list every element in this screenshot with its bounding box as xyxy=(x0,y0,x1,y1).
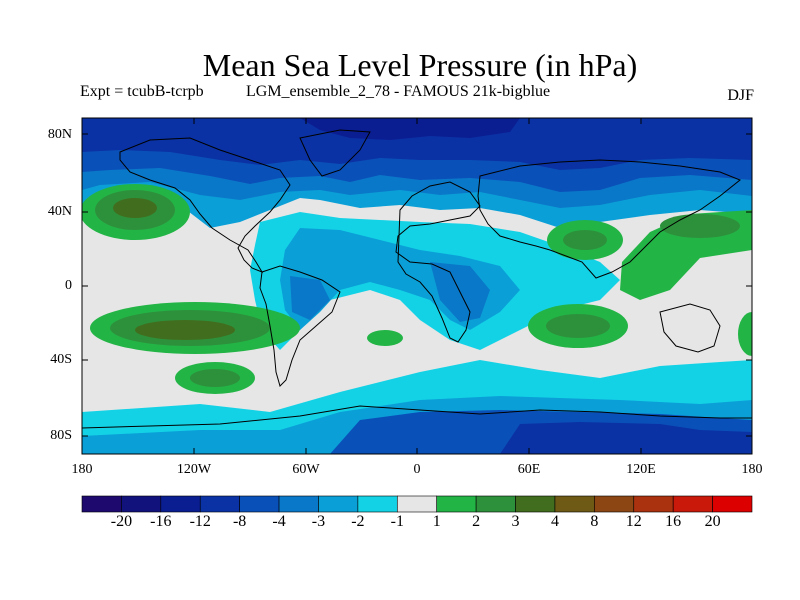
wpacific-high-core xyxy=(660,214,740,238)
arctic-low-core xyxy=(300,118,520,140)
colorbar-label: 8 xyxy=(590,513,599,530)
lon-tick-label: 60W xyxy=(292,462,320,477)
lat-tick-label: 40N xyxy=(47,204,72,219)
colorbar xyxy=(81,495,753,513)
colorbar-label: -4 xyxy=(272,513,286,530)
colorbar-swatch xyxy=(633,495,674,513)
asia-high-2 xyxy=(563,230,607,250)
lat-tick-label: 0 xyxy=(65,278,72,293)
colorbar-label: -8 xyxy=(232,513,247,530)
colorbar-swatch xyxy=(199,495,240,513)
south-america-coast xyxy=(259,265,341,387)
coastlines xyxy=(82,129,752,429)
colorbar-swatch xyxy=(239,495,280,513)
colorbar-swatch xyxy=(594,495,635,513)
colorbar-swatch xyxy=(475,495,516,513)
colorbar-label: -12 xyxy=(189,513,211,530)
antarctic-low-core xyxy=(500,422,752,454)
colorbar-label: 20 xyxy=(704,513,721,530)
lon-tick-label: 180 xyxy=(741,462,763,477)
europe-africa-coast xyxy=(395,181,481,343)
colorbar-swatch xyxy=(554,495,595,513)
asia-coast xyxy=(477,159,741,279)
ensemble-label: LGM_ensemble_2_78 - FAMOUS 21k-bigblue xyxy=(246,83,551,100)
australia-coast xyxy=(659,303,721,353)
colorbar-label: 12 xyxy=(625,513,642,530)
colorbar-swatch xyxy=(121,495,162,513)
colorbar-label: 16 xyxy=(665,513,682,530)
colorbar-label: -2 xyxy=(351,513,365,530)
samerica-low-core xyxy=(290,276,330,320)
arctic-low-region-4 xyxy=(82,118,752,170)
north-america-coast xyxy=(119,137,291,274)
lon-tick-label: 0 xyxy=(413,462,421,477)
lon-tick-label: 180 xyxy=(71,462,93,477)
lon-tick-label: 120E xyxy=(626,462,656,477)
spacific-high-5 xyxy=(190,369,240,387)
colorbar-swatch xyxy=(318,495,359,513)
greenland-coast xyxy=(299,129,371,177)
pressure-field xyxy=(82,118,752,454)
colorbar-label: 4 xyxy=(550,513,559,530)
lat-tick-label: 40S xyxy=(50,352,72,367)
colorbar-label: -3 xyxy=(311,513,326,530)
colorbar-swatch xyxy=(357,495,398,513)
australia-high xyxy=(738,312,752,356)
indian-ocean-high-2 xyxy=(546,314,610,338)
colorbar-swatch xyxy=(160,495,201,513)
colorbar-label: -20 xyxy=(110,513,133,530)
colorbar-label: 3 xyxy=(511,513,520,530)
antarctica-coast xyxy=(82,405,752,429)
axis-ticks xyxy=(82,118,752,454)
satlantic-high xyxy=(367,330,403,346)
colorbar-label: 2 xyxy=(472,513,481,530)
lat-tick-label: 80N xyxy=(47,127,72,142)
colorbar-swatch xyxy=(672,495,713,513)
colorbar-label: 1 xyxy=(432,513,441,530)
colorbar-label: -1 xyxy=(390,513,404,530)
experiment-label: Expt = tcubB-tcrpb xyxy=(80,83,204,100)
colorbar-label: -16 xyxy=(150,513,172,530)
lon-tick-label: 60E xyxy=(517,462,541,477)
colorbar-swatch xyxy=(81,495,122,513)
season-label: DJF xyxy=(727,87,754,104)
colorbar-swatch xyxy=(436,495,477,513)
spacific-high-3 xyxy=(135,320,235,340)
lat-tick-label: 80S xyxy=(50,428,72,443)
colorbar-swatch xyxy=(396,495,438,513)
colorbar-swatch xyxy=(515,495,556,513)
npacific-high-3 xyxy=(113,198,157,218)
colorbar-swatch xyxy=(712,495,753,513)
colorbar-swatch xyxy=(278,495,319,513)
map-title: Mean Sea Level Pressure (in hPa) xyxy=(202,47,638,83)
lon-tick-label: 120W xyxy=(176,462,212,477)
